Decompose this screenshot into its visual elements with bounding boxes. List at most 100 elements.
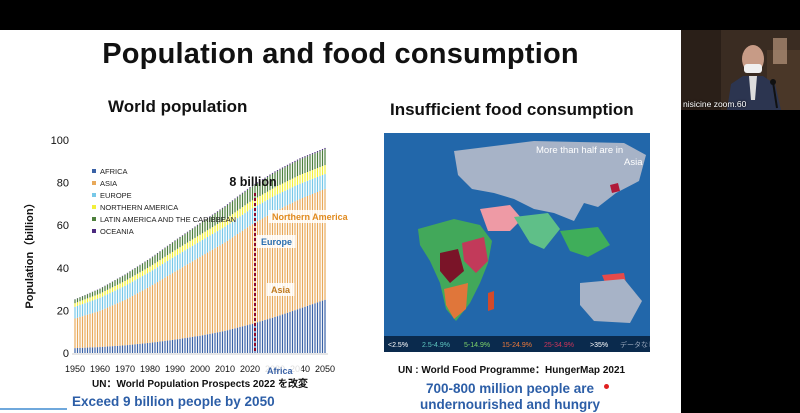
bar-segment-africa-1980 <box>149 342 151 353</box>
bar-segment-africa-2005 <box>211 333 214 353</box>
bar-segment-latin-america-and-the-caribbean-2048 <box>319 151 321 168</box>
bar-segment-europe-1980 <box>149 271 151 287</box>
bar-segment-northern-america-2027 <box>266 191 269 200</box>
bar-segment-africa-1987 <box>166 340 169 353</box>
bar-segment-northern-america-2041 <box>301 173 304 183</box>
region-north-korea <box>610 183 620 193</box>
bar-segment-africa-2044 <box>309 304 311 353</box>
bar-segment-latin-america-and-the-caribbean-2003 <box>206 218 209 231</box>
bar-segment-asia-2045 <box>311 194 314 305</box>
bar-segment-africa-2027 <box>266 319 269 353</box>
bar-segment-oceania-1984 <box>159 251 161 252</box>
bar-segment-asia-1959 <box>96 311 99 348</box>
bar-segment-latin-america-and-the-caribbean-1953 <box>81 296 84 301</box>
bar-segment-northern-america-2048 <box>319 167 321 176</box>
participant-name: nisicine zoom.60 <box>683 99 747 109</box>
bar-segment-europe-1952 <box>79 304 81 317</box>
bar-segment-asia-1974 <box>134 294 136 345</box>
participant-video[interactable]: nisicine zoom.60 <box>681 30 800 110</box>
bar-segment-asia-1965 <box>111 305 114 347</box>
bar-segment-europe-2035 <box>286 189 289 206</box>
bar-segment-asia-2044 <box>309 195 311 305</box>
bar-segment-latin-america-and-the-caribbean-2002 <box>204 220 206 232</box>
bar-segment-latin-america-and-the-caribbean-1969 <box>121 276 124 283</box>
bar-segment-latin-america-and-the-caribbean-1992 <box>179 237 181 248</box>
bar-segment-latin-america-and-the-caribbean-2028 <box>269 175 271 191</box>
region-southern-africa <box>444 283 468 319</box>
bar-segment-asia-1957 <box>91 313 94 348</box>
bar-segment-africa-1952 <box>79 347 81 353</box>
bar-segment-asia-2041 <box>301 198 304 308</box>
bar-segment-oceania-2015 <box>236 196 239 198</box>
bar-segment-oceania-2017 <box>241 192 244 194</box>
bar-segment-northern-america-2050 <box>324 165 326 175</box>
bar-segment-latin-america-and-the-caribbean-2026 <box>264 178 266 194</box>
bar-segment-asia-1962 <box>104 308 106 347</box>
population-chart: 0 20 40 60 80 100 1950 1960 1970 1980 1990 2000 201… <box>23 135 360 375</box>
bar-segment-europe-2010 <box>224 226 226 243</box>
legend-label-5: OCEANIA <box>100 227 134 236</box>
bar-segment-northern-america-1991 <box>176 248 179 255</box>
meeting-top-bar <box>0 0 800 30</box>
participant-video-tile[interactable]: nisicine zoom.60 <box>681 30 800 413</box>
bar-segment-asia-2017 <box>241 230 244 327</box>
bar-segment-africa-2000 <box>199 335 201 353</box>
bar-segment-northern-america-1974 <box>134 275 136 281</box>
bar-segment-africa-1969 <box>121 345 124 353</box>
bar-segment-oceania-2046 <box>314 152 316 154</box>
bar-segment-africa-2030 <box>274 317 276 353</box>
bar-segment-northern-america-1972 <box>129 278 131 284</box>
bar-segment-europe-1978 <box>144 274 146 290</box>
bar-segment-northern-america-1997 <box>191 239 194 246</box>
bar-segment-europe-1975 <box>136 278 139 294</box>
bar-segment-africa-1999 <box>196 336 199 353</box>
bar-segment-northern-america-2031 <box>276 186 279 195</box>
bar-segment-asia-1956 <box>89 313 91 348</box>
bar-segment-africa-1978 <box>144 343 146 353</box>
legend-swatch-2 <box>92 193 96 197</box>
bar-segment-europe-1971 <box>126 284 129 299</box>
bar-segment-asia-2020 <box>249 225 251 325</box>
bar-segment-oceania-2009 <box>221 207 224 209</box>
bar-segment-asia-2003 <box>206 252 209 335</box>
bar-segment-europe-1972 <box>129 283 131 298</box>
bar-segment-northern-america-2008 <box>219 222 221 230</box>
bar-segment-europe-1953 <box>81 304 84 317</box>
bar-segment-europe-1979 <box>146 273 149 288</box>
bar-segment-northern-america-1975 <box>136 273 139 279</box>
bar-segment-oceania-1998 <box>194 226 196 228</box>
bar-segment-latin-america-and-the-caribbean-1986 <box>164 248 166 257</box>
region-central-africa <box>440 249 464 283</box>
bar-segment-africa-2015 <box>236 327 239 353</box>
bar-segment-oceania-2005 <box>211 214 214 216</box>
bar-segment-europe-1965 <box>111 291 114 306</box>
bar-segment-northern-america-2002 <box>204 231 206 239</box>
bar-segment-oceania-2006 <box>214 212 216 214</box>
map-legend-item-5: >35% <box>590 342 608 349</box>
bar-segment-oceania-2047 <box>316 151 319 153</box>
bar-segment-africa-2011 <box>226 330 229 353</box>
region-label-bg-2 <box>267 283 295 296</box>
bar-segment-europe-2042 <box>304 181 306 197</box>
bar-segment-northern-america-1968 <box>119 283 121 289</box>
bar-segment-northern-america-2026 <box>264 193 266 202</box>
bar-segment-africa-2049 <box>321 300 324 353</box>
y-tick-labels: 0 20 40 60 80 100 <box>51 135 69 360</box>
bar-segment-latin-america-and-the-caribbean-2000 <box>199 223 201 235</box>
bar-segment-asia-1988 <box>169 274 171 341</box>
bar-segment-oceania-2043 <box>306 155 309 157</box>
bar-segment-oceania-2004 <box>209 216 211 217</box>
bar-segment-latin-america-and-the-caribbean-2030 <box>274 172 276 188</box>
bar-segment-northern-america-1996 <box>189 241 191 248</box>
bar-segment-europe-2047 <box>316 176 319 192</box>
bar-segment-northern-america-1965 <box>111 287 114 292</box>
y-tick-20: 20 <box>57 305 69 317</box>
bar-segment-latin-america-and-the-caribbean-2005 <box>211 215 214 228</box>
bar-segment-asia-1972 <box>129 297 131 345</box>
bar-segment-europe-1969 <box>121 287 124 302</box>
bar-segment-latin-america-and-the-caribbean-1971 <box>126 273 129 280</box>
x-tick-1990: 1990 <box>165 364 185 374</box>
bar-segment-latin-america-and-the-caribbean-2036 <box>289 164 291 180</box>
bar-segment-africa-1991 <box>176 339 179 353</box>
legend-swatch-3 <box>92 205 96 209</box>
